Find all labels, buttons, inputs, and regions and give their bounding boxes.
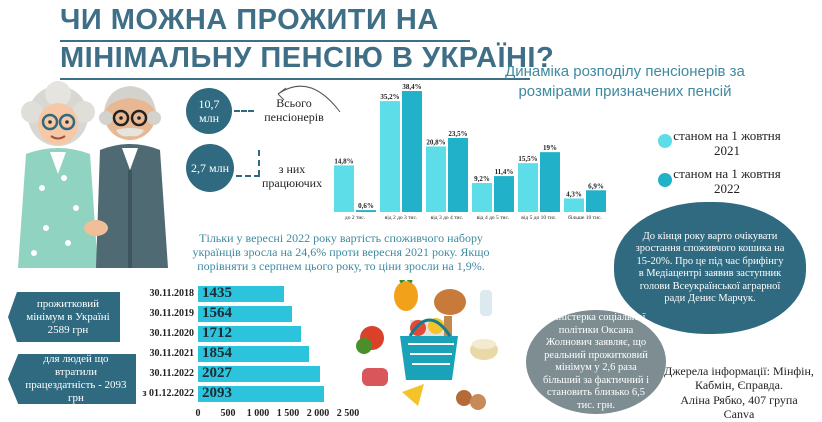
pension-distribution-chart: 14,8% 0,6% до 2 тис. 35,2%38,4% від 2 до 3 т… xyxy=(334,83,606,220)
bar-2021-4 xyxy=(518,163,538,212)
bar-2021-0 xyxy=(334,165,354,212)
bar-label-2022-1: 38,4% xyxy=(402,83,421,91)
x-axis-tick: 2 000 xyxy=(306,408,330,419)
bar-2022-1 xyxy=(402,91,422,212)
subsistence-bar xyxy=(198,326,301,342)
grandparents-illustration xyxy=(18,81,168,268)
minister-quote-text: Міністерка соціальної політики Оксана Жо… xyxy=(543,312,649,411)
forecast-quote-bubble: До кінця року варто очікувати зростання … xyxy=(614,202,806,334)
subsistence-bar-value: 1712 xyxy=(202,325,232,341)
subsistence-bar-value: 1854 xyxy=(202,345,232,361)
legend-swatch-2022 xyxy=(658,173,672,187)
x-axis-tick: 1 000 xyxy=(246,408,270,419)
subsistence-bar xyxy=(198,306,292,322)
x-axis-tick: 0 xyxy=(195,408,201,419)
x-axis-tick: 2 500 xyxy=(336,408,360,419)
page-title-line2: МІНІМАЛЬНУ ПЕНСІЮ В УКРАЇНІ? xyxy=(60,42,555,74)
row-date-label: 30.11.2018 xyxy=(149,288,194,299)
subsistence-bar-value: 1435 xyxy=(202,285,232,301)
connector-dash-3 xyxy=(258,150,262,176)
subsistence-bar-value: 2093 xyxy=(202,385,232,401)
bar-2021-5 xyxy=(564,198,584,212)
bar-label-2022-3: 11,4% xyxy=(495,168,514,176)
category-label-0: до 2 тис. xyxy=(345,215,366,220)
connector-dash-2 xyxy=(236,175,260,177)
bar-label-2021-0: 14,8% xyxy=(334,157,353,165)
legend-swatch-2021 xyxy=(658,134,672,148)
title-underline-2 xyxy=(60,78,530,80)
bar-2021-1 xyxy=(380,101,400,212)
food-basket-illustration xyxy=(356,280,498,410)
working-pensioners-value: 2,7 млн xyxy=(190,161,229,175)
subsistence-bar xyxy=(198,286,285,302)
page-title-line1: ЧИ МОЖНА ПРОЖИТИ НА xyxy=(60,4,439,36)
bar-2022-3 xyxy=(494,176,514,212)
minister-quote-bubble: Міністерка соціальної політики Оксана Жо… xyxy=(526,310,666,414)
subsistence-bar xyxy=(198,366,320,382)
bar-2022-2 xyxy=(448,137,468,212)
row-date-label: з 01.12.2022 xyxy=(142,388,194,399)
bar-label-2022-5: 6,9% xyxy=(588,182,604,190)
legend-label-2022: станом на 1 жовтня 2022 xyxy=(673,166,781,196)
subsistence-bar-value: 2027 xyxy=(202,365,232,381)
disabled-pension-label: для людей що втратили працездатність - 2… xyxy=(25,353,127,404)
working-pensioners-circle: 2,7 млн xyxy=(186,144,234,192)
row-date-label: 30.11.2019 xyxy=(149,308,194,319)
row-date-label: 30.11.2020 xyxy=(149,328,194,339)
title-underline xyxy=(60,40,470,42)
price-increase-note: Тільки у вересні 2022 року вартість спож… xyxy=(192,231,490,273)
category-label-3: від 4 до 5 тис. xyxy=(477,215,510,220)
subsistence-minimum-label: прожитковий мінімум в Україні 2589 грн xyxy=(26,297,110,336)
working-pensioners-label: з них працюючих xyxy=(262,162,323,190)
bar-label-2022-0: 0,6% xyxy=(358,202,374,210)
bar-2022-5 xyxy=(586,190,606,212)
bar-label-2021-1: 35,2% xyxy=(380,93,399,101)
bar-2021-2 xyxy=(426,146,446,212)
chart-title: Динаміка розподілу пенсіонерів за розмір… xyxy=(505,63,745,100)
subsistence-bar xyxy=(198,346,310,362)
tool-text: Canva xyxy=(723,407,755,421)
connector-dash xyxy=(234,110,254,112)
bar-label-2021-3: 9,2% xyxy=(474,175,490,183)
category-label-2: від 3 до 4 тис. xyxy=(431,215,464,220)
curved-arrow xyxy=(277,85,341,113)
disabled-pension-badge: для людей що втратили працездатність - 2… xyxy=(8,354,136,404)
bar-2022-4 xyxy=(540,152,560,212)
row-date-label: 30.11.2021 xyxy=(149,348,194,359)
total-pensioners-label: Всього пенсіонерів xyxy=(264,96,324,124)
subsistence-minimum-badge: прожитковий мінімум в Україні 2589 грн xyxy=(8,292,120,342)
legend-label-2021: станом на 1 жовтня 2021 xyxy=(673,128,781,158)
category-label-4: від 5 до 10 тис. xyxy=(521,215,557,220)
x-axis-tick: 1 500 xyxy=(276,408,300,419)
bar-label-2021-2: 20,8% xyxy=(426,138,445,146)
row-date-label: 30.11.2022 xyxy=(149,368,194,379)
forecast-quote-text: До кінця року варто очікувати зростання … xyxy=(635,230,785,305)
category-label-5: більше 10 тис. xyxy=(568,214,602,220)
total-pensioners-circle: 10,7 млн xyxy=(186,88,232,134)
subsistence-minimum-chart: 30.11.2018 1435 30.11.2019 1564 30.11.2020 17… xyxy=(140,285,366,420)
subsistence-bar-value: 1564 xyxy=(202,305,232,321)
category-label-1: від 2 до 3 тис. xyxy=(385,215,418,220)
bar-label-2022-2: 23,5% xyxy=(448,130,467,138)
x-axis-tick: 500 xyxy=(220,408,236,419)
author-text: Аліна Рябко, 407 група xyxy=(680,393,798,407)
subsistence-bar xyxy=(198,386,324,402)
bar-2021-3 xyxy=(472,183,492,212)
sources-text: Джерела інформації: Мінфін, Кабмін, Єпра… xyxy=(664,364,814,392)
bar-2022-0 xyxy=(356,210,376,212)
bar-label-2021-5: 4,3% xyxy=(566,190,582,198)
total-pensioners-value: 10,7 млн xyxy=(198,97,220,125)
bar-label-2022-4: 19% xyxy=(543,144,557,152)
bar-label-2021-4: 15,5% xyxy=(518,155,537,163)
